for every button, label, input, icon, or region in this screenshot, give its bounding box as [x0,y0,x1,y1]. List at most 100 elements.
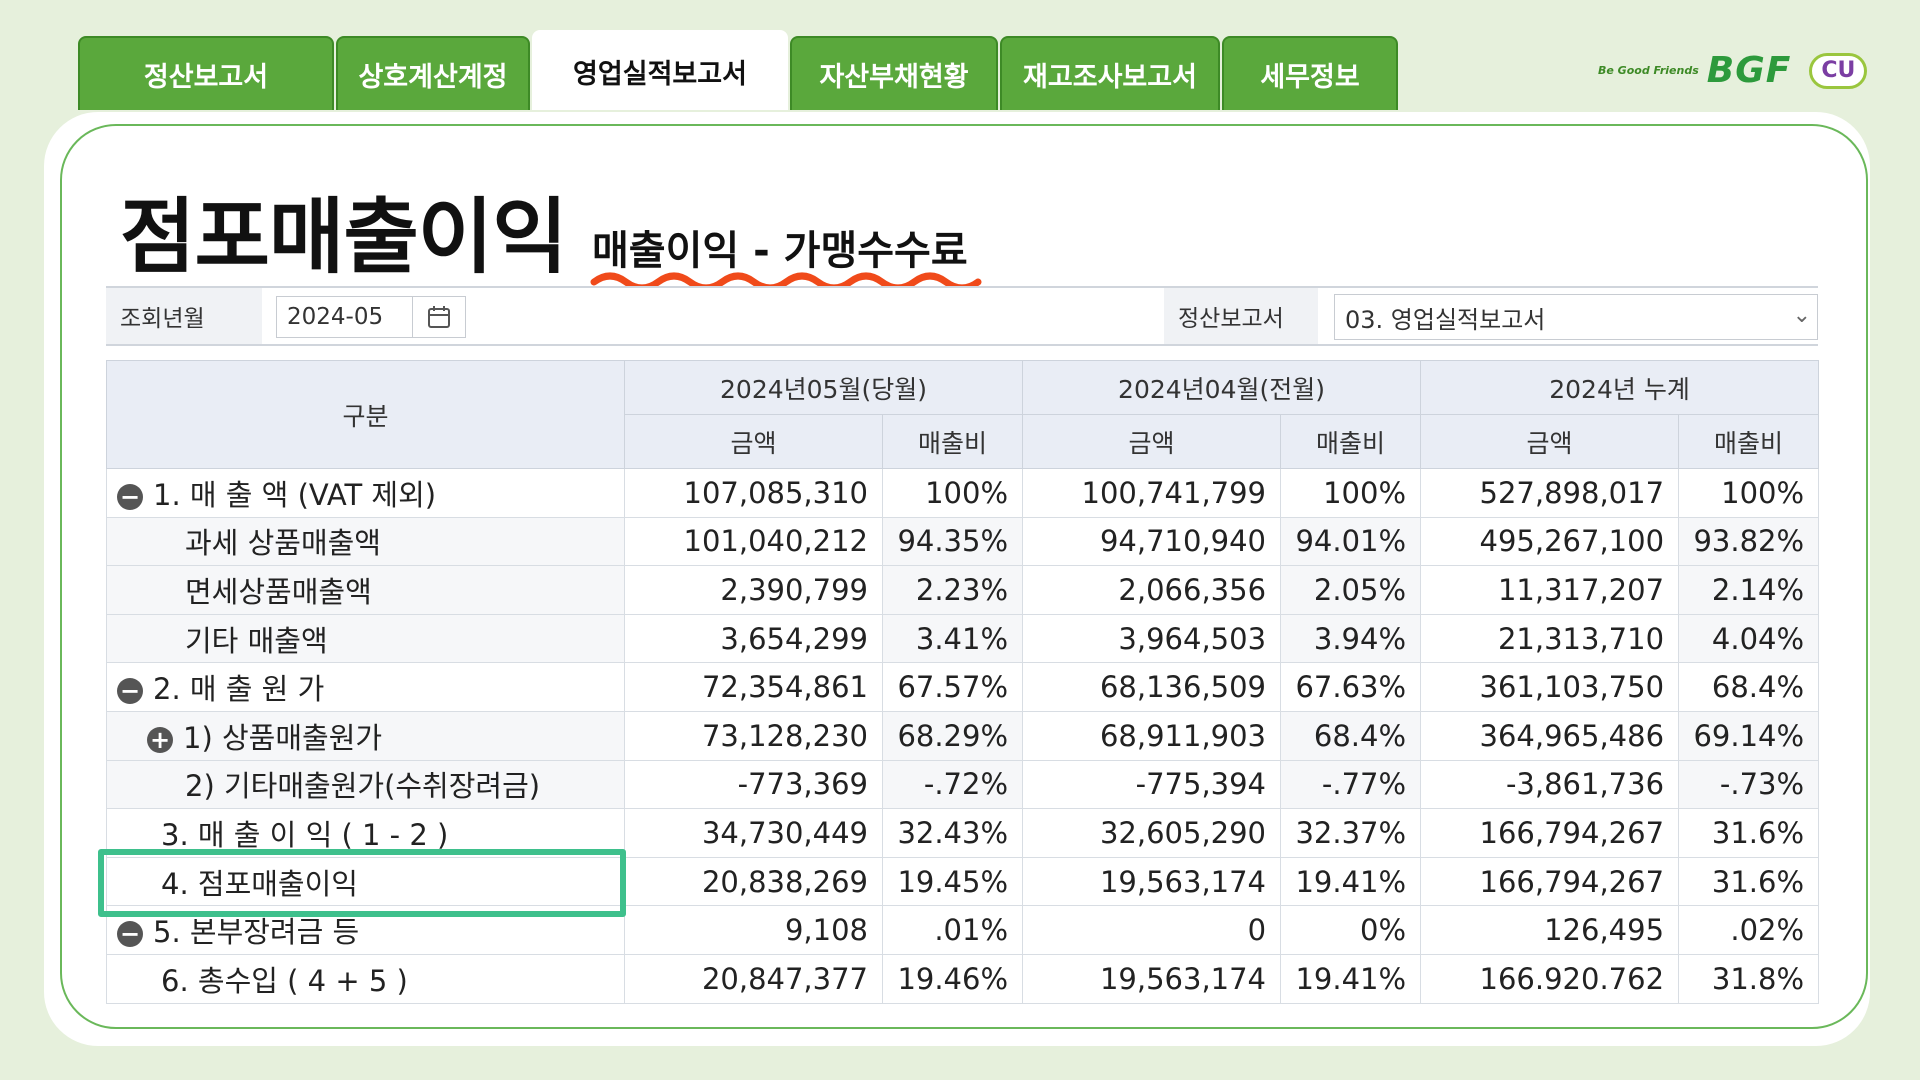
amount-cell: -773,369 [624,760,883,810]
chevron-down-icon[interactable]: ⌄ [1792,303,1811,328]
calendar-icon[interactable] [412,296,466,338]
query-month-label: 조회년월 [106,288,262,344]
row-label: +1) 상품매출원가 [106,711,625,761]
amount-cell: 126,495 [1420,905,1680,955]
row-label: 6. 총수입 ( 4 + 5 ) [106,954,625,1004]
ratio-cell: .01% [882,905,1024,955]
row-label-text: 3. 매 출 이 익 ( 1 - 2 ) [161,817,449,852]
collapse-icon[interactable]: − [117,678,143,705]
amount-cell: 32,605,290 [1022,808,1282,858]
table-row: 3. 매 출 이 익 ( 1 - 2 ) 34,730,449 32.43% 32,6… [106,808,1820,858]
row-label-text: 5. 본부장려금 등 [153,915,360,950]
ratio-cell: 32.37% [1280,808,1422,858]
amount-cell: 361,103,750 [1420,662,1680,712]
ratio-cell: 32.43% [882,808,1024,858]
amount-cell: 364,965,486 [1420,711,1680,761]
row-label-text: 2) 기타매출원가(수취장려금) [185,769,541,804]
row-label-text: 6. 총수입 ( 4 + 5 ) [161,963,408,998]
ratio-cell: 68.4% [1280,711,1422,761]
ratio-cell: 69.14% [1678,711,1820,761]
ratio-cell: 2.23% [882,565,1024,615]
row-label: 4. 점포매출이익 [106,857,625,907]
ratio-cell: 100% [882,468,1024,518]
query-bar: 조회년월 2024-05 정산보고서 03. 영업실적보고서 ⌄ [106,286,1818,346]
ratio-cell: .02% [1678,905,1820,955]
ratio-cell: 68.29% [882,711,1024,761]
row-label-text: 면세상품매출액 [185,574,372,609]
amount-cell: -3,861,736 [1420,760,1680,810]
amount-cell: 3,964,503 [1022,614,1282,664]
bgf-logo: BGF [1706,50,1792,91]
amount-cell: 11,317,207 [1420,565,1680,615]
table-row: 기타 매출액 3,654,299 3.41% 3,964,503 3.94% 21,313… [106,614,1820,664]
subheader-ratio: 매출비 [1678,414,1820,469]
amount-cell: 527,898,017 [1420,468,1680,518]
report-type-select[interactable]: 03. 영업실적보고서 ⌄ [1334,294,1818,340]
tab-mutual-account[interactable]: 상호계산계정 [336,36,530,110]
row-label-text: 1. 매 출 액 (VAT 제외) [153,477,437,512]
amount-cell: 166.920.762 [1420,954,1680,1004]
ratio-cell: -.72% [882,760,1024,810]
row-label: 과세 상품매출액 [106,517,625,567]
header-year-cumulative: 2024년 누계 [1420,360,1820,415]
ratio-cell: -.73% [1678,760,1820,810]
ratio-cell: 2.14% [1678,565,1820,615]
amount-cell: 166,794,267 [1420,808,1680,858]
row-label: 기타 매출액 [106,614,625,664]
subheader-amount: 금액 [1022,414,1282,469]
amount-cell: 101,040,212 [624,517,883,567]
subheader-amount: 금액 [1420,414,1680,469]
tab-tax-info[interactable]: 세무정보 [1222,36,1398,110]
ratio-cell: 2.05% [1280,565,1422,615]
amount-cell: 2,390,799 [624,565,883,615]
row-label-text: 과세 상품매출액 [185,526,381,561]
amount-cell: 166,794,267 [1420,857,1680,907]
amount-cell: 9,108 [624,905,883,955]
header-category: 구분 [106,360,625,469]
tab-assets-liabilities[interactable]: 자산부채현황 [790,36,998,110]
tab-sales-performance-report[interactable]: 영업실적보고서 [532,30,788,110]
ratio-cell: 19.45% [882,857,1024,907]
table-row: 면세상품매출액 2,390,799 2.23% 2,066,356 2.05% 11,31… [106,565,1820,615]
amount-cell: 3,654,299 [624,614,883,664]
row-label: −5. 본부장려금 등 [106,905,625,955]
tab-settlement-report[interactable]: 정산보고서 [78,36,334,110]
ratio-cell: 0% [1280,905,1422,955]
ratio-cell: 94.35% [882,517,1024,567]
table-row: −5. 본부장려금 등 9,108.01% 0 0% 126,495.02% [106,905,1820,955]
amount-cell: 495,267,100 [1420,517,1680,567]
table-row: −1. 매 출 액 (VAT 제외) 107,085,310 100% 100,741… [106,468,1820,518]
ratio-cell: 93.82% [1678,517,1820,567]
collapse-icon[interactable]: − [117,921,143,948]
ratio-cell: 68.4% [1678,662,1820,712]
ratio-cell: 19.46% [882,954,1024,1004]
amount-cell: 107,085,310 [624,468,883,518]
row-label: −2. 매 출 원 가 [106,662,625,712]
amount-cell: 73,128,230 [624,711,883,761]
row-label-text: 기타 매출액 [185,623,328,658]
query-report-label: 정산보고서 [1164,288,1318,344]
amount-cell: -775,394 [1022,760,1282,810]
ratio-cell: 67.63% [1280,662,1422,712]
ratio-cell: 100% [1280,468,1422,518]
tab-inventory-report[interactable]: 재고조사보고서 [1000,36,1220,110]
amount-cell: 20,838,269 [624,857,883,907]
table-row: −2. 매 출 원 가 72,354,861 67.57% 68,136,509 67.… [106,662,1820,712]
logo-tagline: Be Good Friends [1598,64,1699,77]
header-current-month: 2024년05월(당월) [623,360,1024,415]
table-row: 2) 기타매출원가(수취장려금) -773,369 -.72% -775,394 -.7… [106,760,1820,810]
ratio-cell: 100% [1678,468,1820,518]
page-subtitle: 매출이익 - 가맹수수료 [592,228,968,274]
table-row: 6. 총수입 ( 4 + 5 ) 20,847,377 19.46% 19,563,1… [106,954,1820,1004]
wavy-underline [590,272,982,292]
expand-icon[interactable]: + [147,726,173,753]
row-label-text: 2. 매 출 원 가 [153,672,325,707]
ratio-cell: 4.04% [1678,614,1820,664]
amount-cell: 0 [1022,905,1282,955]
ratio-cell: 3.94% [1280,614,1422,664]
table-row: +1) 상품매출원가 73,128,230 68.29% 68,911,903 68.4… [106,711,1820,761]
collapse-icon[interactable]: − [117,483,143,510]
amount-cell: 34,730,449 [624,808,883,858]
subheader-ratio: 매출비 [1280,414,1422,469]
ratio-cell: 19.41% [1280,857,1422,907]
